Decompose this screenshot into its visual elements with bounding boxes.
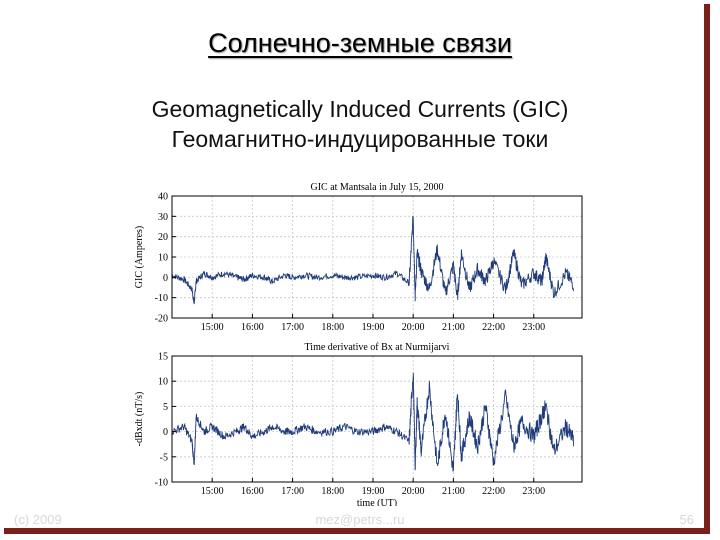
y-axis-label: -dBxdt (nT/s) bbox=[134, 392, 145, 447]
chart-figure: GIC at Mantsala in July 15, 2000 -20 -10 0 1… bbox=[134, 182, 583, 506]
x-tick-label: 22:00 bbox=[482, 322, 505, 333]
data-series-line bbox=[171, 215, 575, 305]
y-axis-label: GIC (Amperes) bbox=[134, 226, 145, 288]
x-tick-label: 18:00 bbox=[321, 486, 344, 497]
x-tick-label: 23:00 bbox=[522, 486, 545, 497]
x-tick-label: 23:00 bbox=[522, 322, 545, 333]
x-tick-label: 20:00 bbox=[402, 486, 425, 497]
y-tick-label: 0 bbox=[163, 273, 168, 284]
y-tick-label: 30 bbox=[158, 212, 168, 223]
y-tick-label: -5 bbox=[160, 452, 168, 463]
x-tick-label: 19:00 bbox=[362, 322, 385, 333]
panel-title: Time derivative of Bx at Nurmijarvi bbox=[305, 342, 450, 353]
x-tick-label: 21:00 bbox=[442, 322, 465, 333]
footer-page-number: 56 bbox=[679, 512, 694, 527]
footer-email: mez@petrs...ru bbox=[315, 512, 405, 527]
footer-copyright: (c) 2009 bbox=[14, 512, 62, 527]
x-tick-label: 20:00 bbox=[402, 322, 425, 333]
data-series-line bbox=[171, 372, 575, 473]
y-tick-label: -10 bbox=[155, 293, 168, 304]
slide-frame bbox=[4, 4, 710, 534]
y-tick-label: 10 bbox=[158, 377, 168, 388]
y-tick-label: -10 bbox=[155, 478, 168, 489]
slide-title: Солнечно-земные связи bbox=[208, 28, 512, 58]
y-tick-label: 40 bbox=[158, 192, 168, 203]
panel-title: GIC at Mantsala in July 15, 2000 bbox=[310, 182, 443, 193]
y-tick-label: -20 bbox=[155, 314, 168, 325]
x-tick-label: 16:00 bbox=[241, 322, 264, 333]
x-axis-label: time (UT) bbox=[357, 498, 397, 506]
x-tick-label: 18:00 bbox=[321, 322, 344, 333]
y-tick-label: 10 bbox=[158, 253, 168, 264]
y-tick-label: 20 bbox=[158, 232, 168, 243]
y-tick-label: 0 bbox=[163, 427, 168, 438]
x-tick-label: 17:00 bbox=[281, 322, 304, 333]
x-tick-label: 15:00 bbox=[201, 486, 224, 497]
y-tick-label: 5 bbox=[163, 402, 168, 413]
x-tick-label: 16:00 bbox=[241, 486, 264, 497]
plot-area-border bbox=[171, 355, 583, 483]
x-tick-label: 19:00 bbox=[362, 486, 385, 497]
y-tick-label: 15 bbox=[158, 352, 168, 363]
subtitle-english: Geomagnetically Induced Currents (GIC) bbox=[151, 96, 569, 122]
subtitle-russian: Геомагнитно-индуцированные токи bbox=[171, 126, 549, 152]
x-tick-label: 15:00 bbox=[201, 322, 224, 333]
x-tick-label: 21:00 bbox=[442, 486, 465, 497]
x-tick-label: 22:00 bbox=[482, 486, 505, 497]
x-tick-label: 17:00 bbox=[281, 486, 304, 497]
